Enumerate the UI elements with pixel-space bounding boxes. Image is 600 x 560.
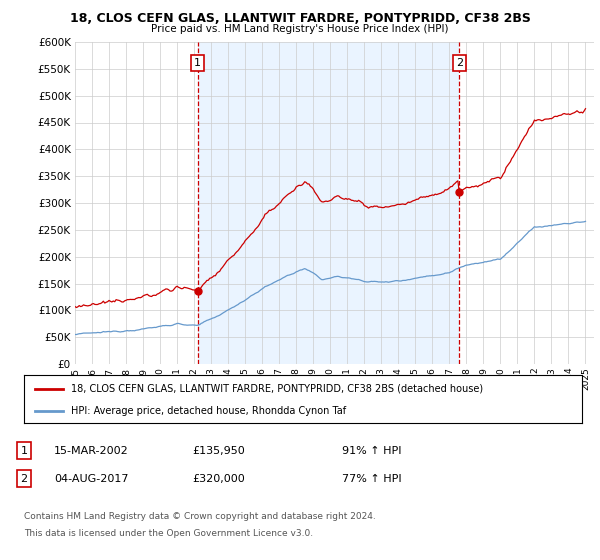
Text: £320,000: £320,000 xyxy=(192,474,245,484)
Text: Contains HM Land Registry data © Crown copyright and database right 2024.: Contains HM Land Registry data © Crown c… xyxy=(24,512,376,521)
Text: This data is licensed under the Open Government Licence v3.0.: This data is licensed under the Open Gov… xyxy=(24,529,313,538)
Text: 18, CLOS CEFN GLAS, LLANTWIT FARDRE, PONTYPRIDD, CF38 2BS (detached house): 18, CLOS CEFN GLAS, LLANTWIT FARDRE, PON… xyxy=(71,384,484,394)
Text: 1: 1 xyxy=(194,58,201,68)
Text: 15-MAR-2002: 15-MAR-2002 xyxy=(54,446,129,456)
Text: 2: 2 xyxy=(20,474,28,484)
Text: £135,950: £135,950 xyxy=(192,446,245,456)
Text: Price paid vs. HM Land Registry's House Price Index (HPI): Price paid vs. HM Land Registry's House … xyxy=(151,24,449,34)
Text: HPI: Average price, detached house, Rhondda Cynon Taf: HPI: Average price, detached house, Rhon… xyxy=(71,406,347,416)
Text: 04-AUG-2017: 04-AUG-2017 xyxy=(54,474,128,484)
Text: 2: 2 xyxy=(455,58,463,68)
Text: 1: 1 xyxy=(20,446,28,456)
Text: 18, CLOS CEFN GLAS, LLANTWIT FARDRE, PONTYPRIDD, CF38 2BS: 18, CLOS CEFN GLAS, LLANTWIT FARDRE, PON… xyxy=(70,12,530,25)
Bar xyxy=(197,42,459,364)
Text: 77% ↑ HPI: 77% ↑ HPI xyxy=(342,474,401,484)
Text: 91% ↑ HPI: 91% ↑ HPI xyxy=(342,446,401,456)
